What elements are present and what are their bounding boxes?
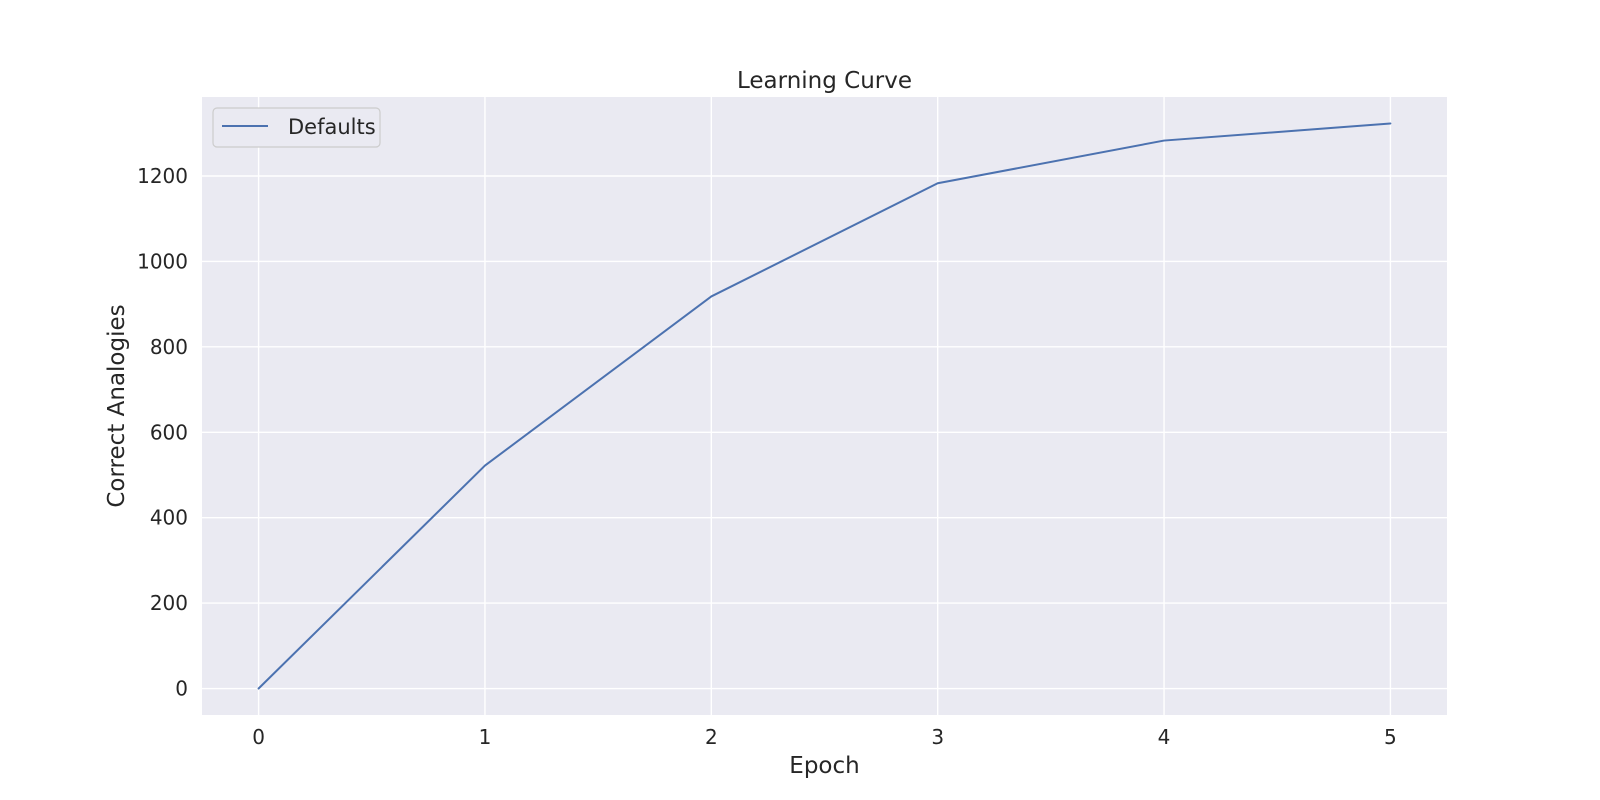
x-tick-label-4: 4 (1158, 725, 1171, 749)
plot-background (202, 97, 1447, 715)
y-tick-label-400: 400 (150, 506, 188, 530)
legend-label-defaults: Defaults (288, 115, 376, 139)
y-tick-label-800: 800 (150, 335, 188, 359)
legend: Defaults (212, 107, 381, 148)
x-tick-label-3: 3 (931, 725, 944, 749)
grid-lines (202, 97, 1447, 715)
y-tick-label-600: 600 (150, 420, 188, 444)
x-tick-labels: 0 1 2 3 4 5 (252, 725, 1397, 749)
series-lines (257, 122, 1392, 690)
x-tick-label-0: 0 (252, 725, 265, 749)
series-line-defaults (257, 122, 1392, 690)
legend-frame (212, 107, 381, 148)
y-tick-label-1000: 1000 (137, 249, 188, 273)
y-tick-label-200: 200 (150, 591, 188, 615)
y-tick-label-0: 0 (175, 677, 188, 701)
y-tick-label-1200: 1200 (137, 164, 188, 188)
x-tick-label-1: 1 (479, 725, 492, 749)
y-axis-label: Correct Analogies (104, 304, 130, 507)
x-tick-label-5: 5 (1384, 725, 1397, 749)
x-tick-label-2: 2 (705, 725, 718, 749)
chart-title: Learning Curve (737, 68, 912, 94)
y-tick-labels: 0 200 400 600 800 1000 1200 (137, 164, 188, 701)
x-axis-label: Epoch (789, 753, 859, 779)
